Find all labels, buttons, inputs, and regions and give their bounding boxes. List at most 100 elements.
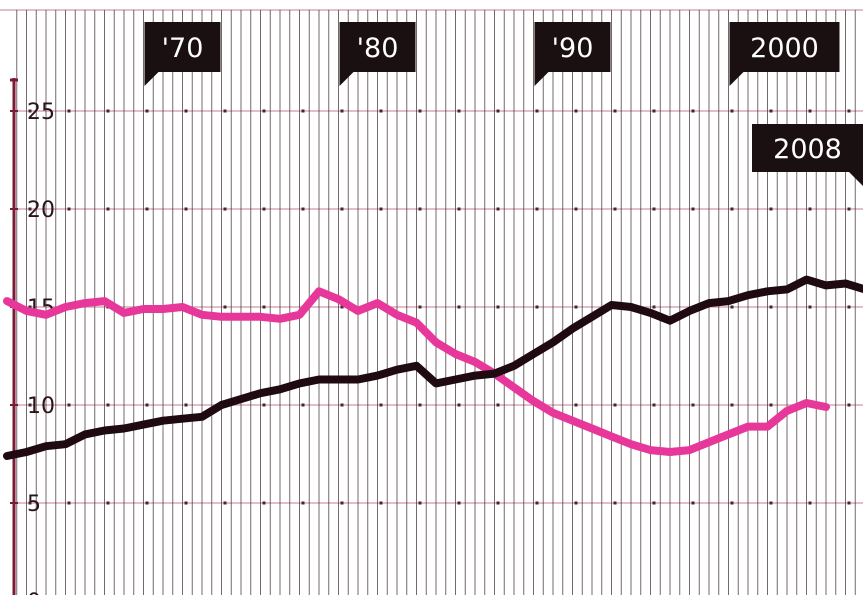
grid-dot	[106, 403, 110, 407]
y-tick-label-5: 25	[27, 100, 55, 125]
data-point-s1-1992	[609, 302, 614, 308]
grid-dot	[730, 109, 734, 113]
data-point-s1-1981	[394, 367, 400, 373]
grid-dot	[808, 305, 812, 309]
data-point-s0-1974	[258, 314, 263, 320]
year-marker-flag	[339, 22, 416, 86]
grid-dot	[340, 501, 344, 505]
data-point-s0-2000	[765, 424, 770, 430]
data-point-s1-1997	[706, 300, 712, 306]
grid-dot	[496, 403, 500, 407]
grid-dot	[769, 501, 773, 505]
grid-dot	[184, 501, 188, 505]
grid-dot	[574, 403, 578, 407]
data-point-s1-1974	[258, 390, 263, 396]
data-point-s0-1973	[238, 314, 244, 320]
grid-dot	[496, 501, 500, 505]
grid-dot	[496, 109, 500, 113]
grid-dot	[184, 403, 188, 407]
grid-dot	[613, 403, 617, 407]
grid-dot	[496, 207, 500, 211]
data-point-s0-1967	[121, 310, 127, 316]
data-point-s1-1964	[63, 441, 68, 447]
data-point-s0-1962	[24, 308, 29, 314]
data-point-s0-1990	[570, 418, 575, 424]
grid-dot	[769, 403, 773, 407]
data-point-s0-2003	[823, 404, 829, 410]
year-marker-label: '70	[162, 33, 204, 64]
grid-dot	[574, 501, 578, 505]
grid-dot	[379, 501, 383, 505]
year-marker-flag	[144, 22, 221, 86]
grid-dot	[652, 403, 656, 407]
data-point-s1-1998	[726, 298, 731, 304]
data-point-s0-1995	[667, 449, 673, 455]
grid-dot	[574, 305, 578, 309]
data-point-s1-1973	[238, 396, 244, 402]
data-point-s0-1971	[199, 312, 205, 318]
data-point-s0-1999	[745, 424, 751, 430]
data-point-s0-1996	[687, 447, 692, 453]
grid-dot	[262, 403, 266, 407]
grid-dot	[340, 403, 344, 407]
year-markers: '70 '80 '90 2000 2008	[144, 22, 863, 186]
grid-dot	[535, 109, 539, 113]
grid-dot	[301, 109, 305, 113]
year-marker-label: 2008	[773, 134, 842, 165]
grid-dot	[457, 207, 461, 211]
grid-dot	[496, 305, 500, 309]
data-point-s0-1977	[316, 288, 322, 294]
grid-dot	[730, 207, 734, 211]
grid-dot	[223, 305, 227, 309]
data-point-s1-1988	[531, 351, 536, 357]
grid-dot	[418, 207, 422, 211]
data-point-s1-1969	[160, 418, 166, 424]
grid-dot	[652, 207, 656, 211]
grid-dot	[457, 403, 461, 407]
data-series	[3, 275, 863, 460]
grid-dot	[418, 501, 422, 505]
grid-dot	[691, 403, 695, 407]
grid-dot	[379, 403, 383, 407]
data-point-s1-1989	[550, 339, 556, 345]
grid-dot	[613, 109, 617, 113]
grid-dot	[106, 109, 110, 113]
data-point-s0-1978	[336, 296, 341, 302]
grid-dot	[145, 109, 149, 113]
data-point-s1-1979	[355, 377, 361, 383]
grid-dot	[67, 501, 71, 505]
year-marker-label: 2000	[750, 33, 819, 64]
grid-dot	[67, 207, 71, 211]
grid-dot	[262, 305, 266, 309]
grid-dot	[730, 403, 734, 407]
y-tick-label-1: 5	[27, 492, 41, 517]
grid-dot	[808, 207, 812, 211]
grid-dot	[769, 109, 773, 113]
grid-dot	[184, 207, 188, 211]
data-point-s0-1991	[589, 426, 595, 432]
grid-dot	[340, 109, 344, 113]
data-point-s1-1971	[199, 414, 205, 420]
year-marker-2: '90	[534, 22, 611, 86]
grid-dot	[262, 501, 266, 505]
grid-dot	[145, 207, 149, 211]
data-point-s1-1987	[511, 363, 517, 369]
data-point-s1-1961	[4, 453, 10, 459]
data-point-s1-1970	[180, 416, 185, 422]
data-point-s1-1999	[745, 292, 751, 298]
year-marker-flag	[534, 22, 611, 86]
data-point-s1-1968	[141, 422, 146, 428]
data-point-s0-1979	[355, 308, 361, 314]
grid-dot	[28, 501, 32, 505]
data-point-s0-1988	[531, 398, 536, 404]
data-point-s0-1976	[297, 312, 302, 318]
grid-dot	[457, 305, 461, 309]
grid-dot	[535, 207, 539, 211]
data-point-s1-1991	[589, 314, 595, 320]
grid-dot	[652, 501, 656, 505]
data-point-s1-2003	[823, 282, 829, 288]
grid-dot	[145, 403, 149, 407]
data-point-s1-2000	[765, 288, 770, 294]
grid-dot	[28, 403, 32, 407]
